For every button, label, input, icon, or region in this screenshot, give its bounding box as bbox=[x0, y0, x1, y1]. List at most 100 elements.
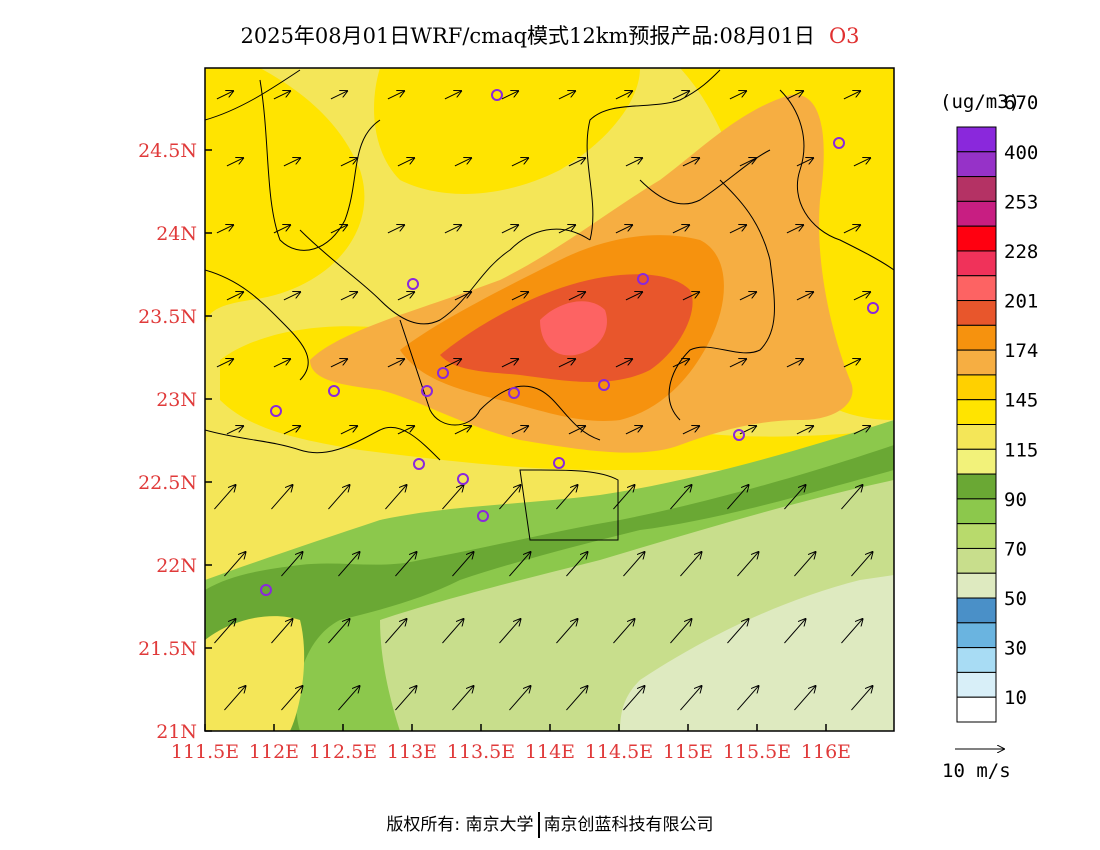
wind-arrow bbox=[224, 686, 245, 711]
wind-arrow bbox=[851, 552, 872, 577]
lon-tick-label: 113E bbox=[387, 741, 437, 763]
wind-arrow bbox=[499, 485, 520, 510]
wind-arrow bbox=[511, 426, 528, 435]
lon-tick-label: 115.5E bbox=[723, 741, 791, 763]
colorbar-swatch bbox=[956, 547, 997, 574]
wind-arrow bbox=[615, 359, 632, 368]
colorbar-swatch bbox=[956, 151, 997, 178]
wind-arrow bbox=[680, 686, 701, 711]
wind-arrow bbox=[853, 158, 870, 167]
wind-arrow bbox=[556, 619, 577, 644]
station-marker bbox=[328, 385, 340, 397]
wind-arrow bbox=[273, 91, 290, 100]
wind-arrow bbox=[682, 426, 699, 435]
colorbar-label: 670 bbox=[1004, 92, 1038, 114]
wind-arrow bbox=[853, 426, 870, 435]
station-marker bbox=[270, 405, 282, 417]
wind-arrow bbox=[682, 158, 699, 167]
wind-arrow bbox=[843, 225, 860, 234]
wind-arrow bbox=[739, 292, 756, 301]
field-pink-core bbox=[540, 301, 607, 356]
colorbar-swatch bbox=[956, 300, 997, 326]
lat-tick-label: 24.5N bbox=[138, 140, 197, 162]
colorbar-swatch bbox=[956, 647, 997, 673]
wind-arrow bbox=[273, 225, 290, 234]
lat-tick-label: 22N bbox=[156, 555, 197, 577]
wind-arrow bbox=[511, 158, 528, 167]
colorbar-swatch bbox=[956, 473, 997, 500]
wind-arrow bbox=[566, 686, 587, 711]
station-marker bbox=[553, 457, 565, 469]
latitude-axis: 21N 21.5N 22N 22.5N 23N 23.5N 24N 24.5N bbox=[138, 140, 212, 743]
wind-arrow bbox=[442, 485, 463, 510]
wind-arrow bbox=[271, 619, 292, 644]
wind-arrow bbox=[442, 619, 463, 644]
station-marker bbox=[457, 473, 469, 485]
wind-arrow bbox=[340, 158, 357, 167]
colorbar-label: 253 bbox=[1004, 191, 1038, 213]
wind-arrow bbox=[558, 359, 575, 368]
field-green-palest bbox=[620, 575, 894, 731]
wind-arrow bbox=[281, 686, 302, 711]
wind-arrow bbox=[387, 359, 404, 368]
station-marker bbox=[407, 278, 419, 290]
wind-arrow bbox=[216, 91, 233, 100]
wind-arrow bbox=[623, 552, 644, 577]
page-title: 2025年08月01日WRF/cmaq模式12km预报产品:08月01日 O3 bbox=[0, 20, 1100, 50]
colorbar-label: 90 bbox=[1004, 489, 1027, 511]
o3-field bbox=[205, 68, 894, 731]
wind-arrow bbox=[454, 292, 471, 301]
wind-arrow bbox=[501, 91, 518, 100]
colorbar-label: 174 bbox=[1004, 340, 1038, 362]
colorbar-label: 10 bbox=[1004, 687, 1027, 709]
wind-arrow bbox=[568, 158, 585, 167]
wind-arrow bbox=[501, 225, 518, 234]
wind-arrow bbox=[729, 91, 746, 100]
station-marker bbox=[491, 89, 503, 101]
wind-arrow bbox=[395, 552, 416, 577]
colorbar-label: 50 bbox=[1004, 588, 1027, 610]
lat-tick-label: 21.5N bbox=[138, 638, 197, 660]
wind-arrow bbox=[499, 619, 520, 644]
colorbar-label: 400 bbox=[1004, 142, 1038, 164]
copyright-text: 版权所有: 南京大学 bbox=[386, 815, 534, 835]
colorbar-swatch bbox=[956, 448, 997, 475]
wind-arrow bbox=[558, 225, 575, 234]
colorbar-swatch bbox=[956, 275, 997, 302]
wind-arrow bbox=[786, 91, 803, 100]
wind-arrow bbox=[452, 552, 473, 577]
wind-arrow bbox=[511, 292, 528, 301]
colorbar-swatch bbox=[956, 498, 997, 525]
field-yellow-nw bbox=[205, 68, 365, 330]
lat-tick-label: 22.5N bbox=[138, 472, 197, 494]
wind-arrow bbox=[556, 485, 577, 510]
wind-arrow bbox=[786, 359, 803, 368]
wind-arrow bbox=[843, 91, 860, 100]
station-marker bbox=[733, 429, 745, 441]
wind-arrow bbox=[509, 686, 530, 711]
wind-arrow bbox=[613, 619, 634, 644]
wind-arrow bbox=[623, 686, 644, 711]
wind-vectors bbox=[214, 91, 872, 711]
colorbar-label: 145 bbox=[1004, 390, 1038, 412]
lon-tick-label: 114.5E bbox=[585, 741, 653, 763]
wind-arrow bbox=[509, 552, 530, 577]
station-marker bbox=[437, 367, 449, 379]
wind-arrow bbox=[444, 225, 461, 234]
monitoring-stations bbox=[260, 89, 879, 596]
colorbar-swatch bbox=[956, 176, 997, 202]
colorbar-label: 70 bbox=[1004, 538, 1027, 560]
lat-tick-label: 21N bbox=[156, 721, 197, 743]
lat-tick-label: 23.5N bbox=[138, 306, 197, 328]
company-text: 南京创蓝科技有限公司 bbox=[543, 815, 714, 835]
wind-arrow bbox=[566, 552, 587, 577]
wind-arrow bbox=[397, 292, 414, 301]
wind-arrow bbox=[796, 426, 813, 435]
colorbar-swatch bbox=[956, 225, 997, 252]
station-marker bbox=[637, 273, 649, 285]
station-marker bbox=[477, 510, 489, 522]
colorbar-swatch bbox=[956, 399, 997, 426]
wind-arrow bbox=[625, 292, 642, 301]
wind-arrow bbox=[843, 359, 860, 368]
